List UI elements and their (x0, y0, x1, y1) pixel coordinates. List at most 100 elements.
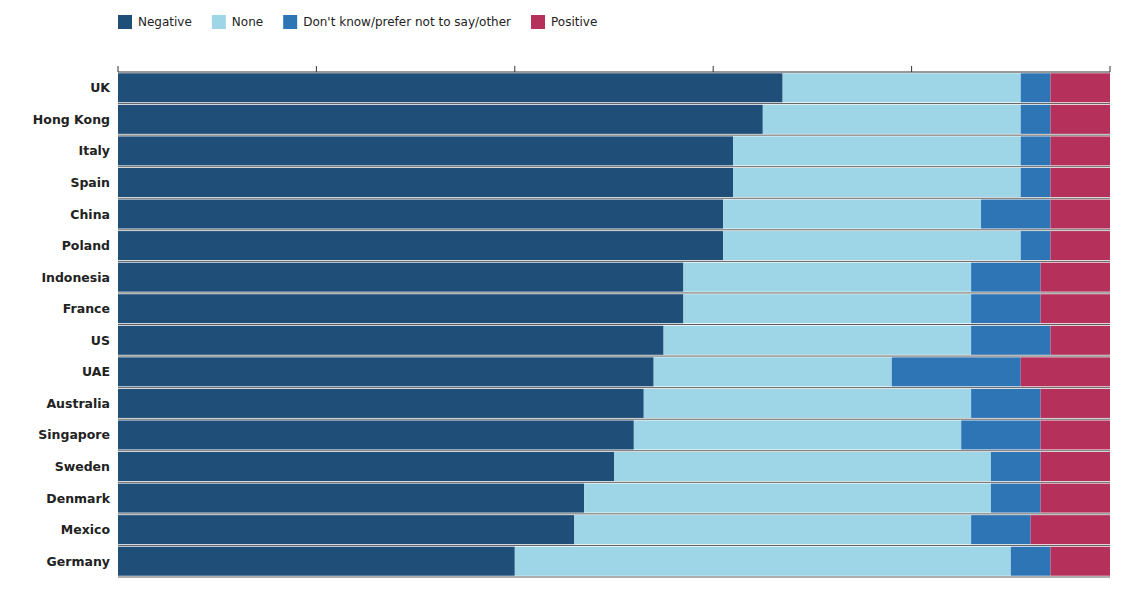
bar-segment (634, 420, 961, 449)
row-separator (118, 198, 1110, 199)
bar-segment (1041, 294, 1110, 323)
row-separator (118, 387, 1110, 388)
bar-segment (1021, 168, 1051, 197)
row-separator (118, 166, 1110, 167)
bar-segment (1021, 105, 1051, 134)
bar-segment (1050, 231, 1110, 260)
bar-segment (584, 484, 991, 513)
bar-segment (118, 136, 733, 165)
bar-segment (614, 452, 991, 481)
bar-segment (1021, 73, 1051, 102)
bar-segment (991, 484, 1041, 513)
x-tick (118, 66, 119, 72)
bar-segment (574, 515, 971, 544)
legend-label: Negative (138, 15, 192, 29)
y-tick-label: Italy (79, 143, 111, 158)
bar-segment (1050, 136, 1110, 165)
bar-segment (654, 357, 892, 386)
row-separator (118, 356, 1110, 357)
bar-segment (1041, 452, 1110, 481)
bar-segment (971, 515, 1031, 544)
row-separator (118, 545, 1110, 546)
y-tick-label: Australia (46, 396, 110, 411)
bar-segment (1050, 326, 1110, 355)
bar-segment (892, 357, 1021, 386)
legend: Negative None Don't know/prefer not to say… (118, 15, 597, 29)
row-separator (118, 135, 1110, 136)
row-separator (118, 513, 1110, 514)
bars (118, 73, 1110, 575)
bar-segment (1041, 484, 1110, 513)
bar-segment (118, 73, 783, 102)
legend-swatch (212, 15, 226, 29)
bar-segment (118, 294, 683, 323)
bar-segment (763, 105, 1021, 134)
bar-segment (664, 326, 972, 355)
bar-segment (118, 357, 654, 386)
legend-item: Negative (118, 15, 192, 29)
row-separator (118, 261, 1110, 262)
legend-label: None (232, 15, 263, 29)
bar-segment (1050, 547, 1110, 576)
bar-segment (683, 294, 971, 323)
bar-segment (118, 200, 723, 229)
row-separator (118, 103, 1110, 104)
bar-segment (971, 294, 1040, 323)
y-tick-label: France (63, 301, 110, 316)
bar-segment (723, 200, 981, 229)
bar-segment (723, 231, 1021, 260)
y-tick-label: Germany (47, 554, 110, 569)
x-tick (1110, 66, 1111, 72)
bar-segment (783, 73, 1021, 102)
bar-segment (1050, 168, 1110, 197)
row-separator (118, 324, 1110, 325)
bar-segment (118, 231, 723, 260)
bar-segment (118, 326, 664, 355)
row-separators (118, 104, 1110, 577)
bar-segment (118, 168, 733, 197)
y-tick-label: Mexico (61, 522, 111, 537)
y-tick-label: US (91, 333, 110, 348)
bar-segment (644, 389, 971, 418)
bar-segment (1041, 263, 1110, 292)
y-tick-label: Sweden (55, 459, 110, 474)
legend-swatch (283, 15, 297, 29)
x-tick (316, 66, 317, 72)
y-tick-label: China (70, 207, 110, 222)
bar-segment (118, 484, 584, 513)
y-tick-label: Hong Kong (33, 112, 110, 127)
bar-segment (1011, 547, 1051, 576)
bar-segment (1041, 389, 1110, 418)
x-axis (118, 66, 1110, 72)
bar-segment (971, 263, 1040, 292)
axis-line (118, 72, 1110, 73)
y-tick-label: UAE (82, 364, 110, 379)
bar-segment (1021, 231, 1051, 260)
bar-segment (961, 420, 1040, 449)
bar-segment (118, 105, 763, 134)
bar-segment (1021, 136, 1051, 165)
bar-segment (1050, 105, 1110, 134)
bar-segment (118, 263, 683, 292)
bottom-line (118, 577, 1110, 578)
y-tick-label: Singapore (38, 427, 110, 442)
row-separator (118, 419, 1110, 420)
chart: UKHong KongItalySpainChinaPolandIndonesi… (0, 0, 1128, 591)
row-separator (118, 482, 1110, 483)
y-axis: UKHong KongItalySpainChinaPolandIndonesi… (33, 80, 111, 568)
row-separator (118, 229, 1110, 230)
bar-segment (683, 263, 971, 292)
y-tick-label: Poland (62, 238, 110, 253)
bar-segment (971, 389, 1040, 418)
legend-item: Positive (531, 15, 597, 29)
bar-segment (118, 547, 515, 576)
x-tick (911, 66, 912, 72)
legend-swatch (118, 15, 132, 29)
bar-segment (515, 547, 1011, 576)
bar-segment (118, 420, 634, 449)
legend-item: Don't know/prefer not to say/other (283, 15, 511, 29)
x-tick (713, 66, 714, 72)
bar-segment (118, 452, 614, 481)
bar-segment (118, 515, 574, 544)
x-tick (514, 66, 515, 72)
